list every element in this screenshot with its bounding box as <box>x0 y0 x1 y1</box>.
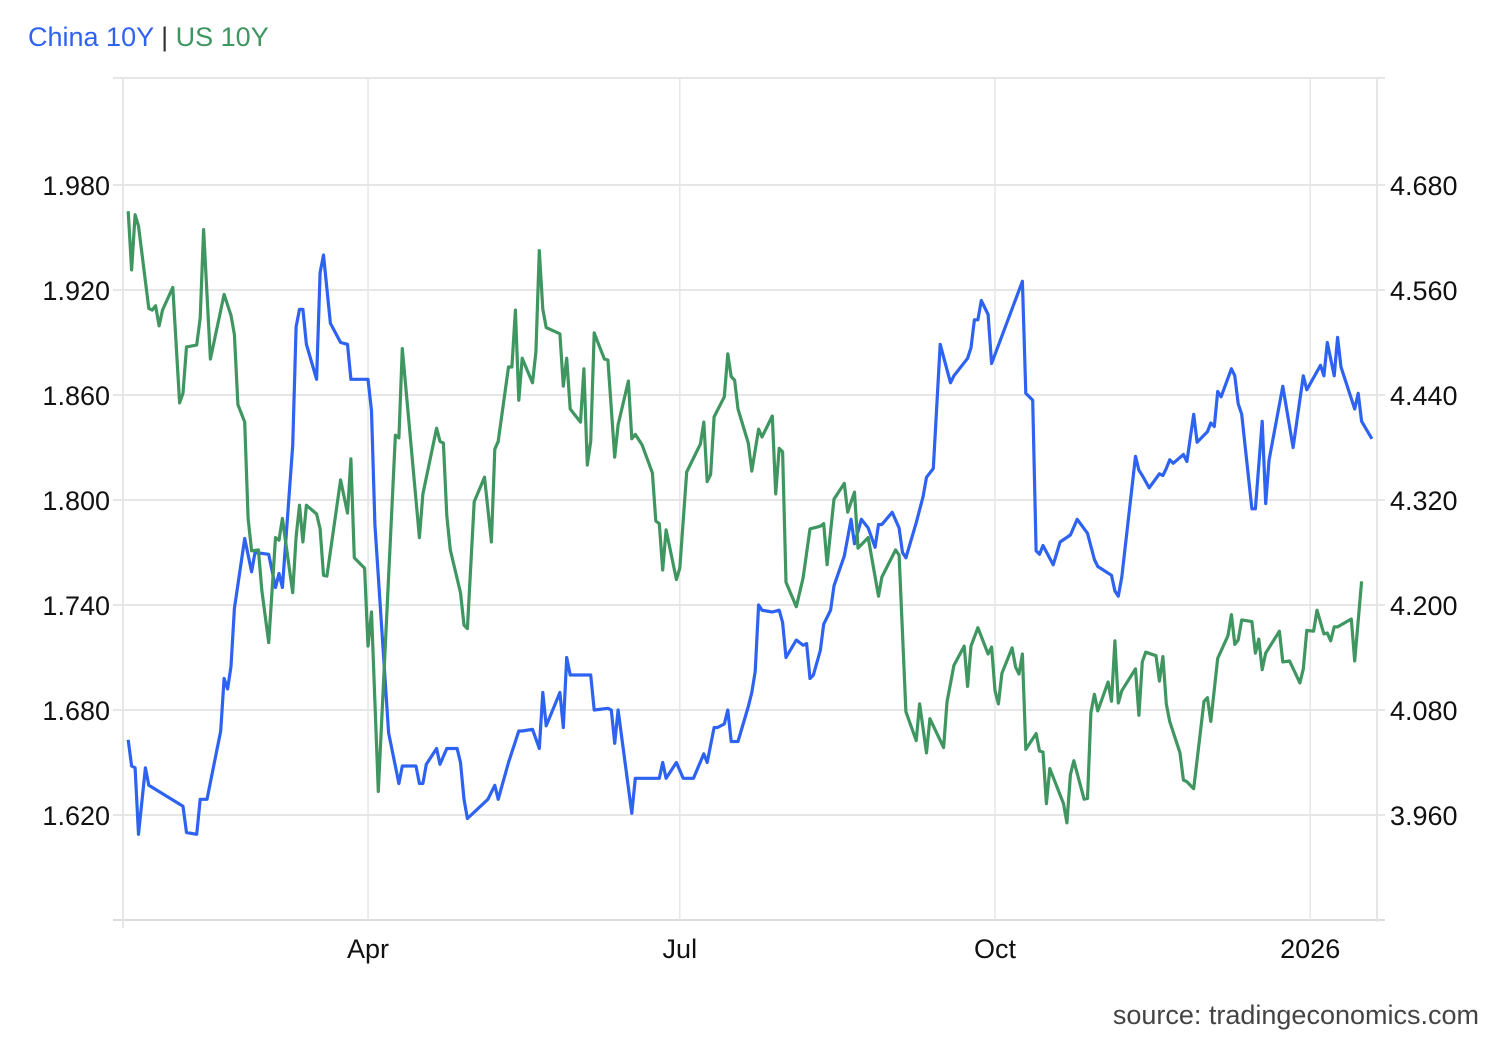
x-tick-label: 2026 <box>1280 934 1340 964</box>
y-left-tick-label: 1.740 <box>42 591 110 621</box>
x-axis-ticks: Apr Jul Oct 2026 <box>347 934 1340 964</box>
x-tick-label: Apr <box>347 934 389 964</box>
y-left-tick-label: 1.860 <box>42 381 110 411</box>
x-tick-label: Jul <box>663 934 698 964</box>
right-axis-ticks: 4.680 4.560 4.440 4.320 4.200 4.080 3.960 <box>1390 171 1458 831</box>
china-10y-line[interactable] <box>126 253 1374 836</box>
source-credit: source: tradingeconomics.com <box>1112 1000 1479 1030</box>
y-left-tick-label: 1.800 <box>42 486 110 516</box>
y-left-tick-label: 1.680 <box>42 696 110 726</box>
y-left-tick-label: 1.620 <box>42 801 110 831</box>
y-right-tick-label: 3.960 <box>1390 801 1458 831</box>
legend-china-10y[interactable]: China 10Y <box>28 22 154 52</box>
gridlines <box>113 77 1385 928</box>
left-axis-ticks: 1.980 1.920 1.860 1.800 1.740 1.680 1.620 <box>42 171 110 831</box>
legend-separator: | <box>161 22 169 52</box>
y-left-tick-label: 1.980 <box>42 171 110 201</box>
y-right-tick-label: 4.200 <box>1390 591 1458 621</box>
series-lines <box>126 211 1374 836</box>
y-right-tick-label: 4.320 <box>1390 486 1458 516</box>
y-right-tick-label: 4.440 <box>1390 381 1458 411</box>
chart-legend: China 10Y | US 10Y <box>28 22 269 53</box>
y-right-tick-label: 4.680 <box>1390 171 1458 201</box>
legend-us-10y[interactable]: US 10Y <box>175 22 269 52</box>
y-right-tick-label: 4.560 <box>1390 276 1458 306</box>
y-left-tick-label: 1.920 <box>42 276 110 306</box>
us-10y-line[interactable] <box>126 211 1364 825</box>
y-right-tick-label: 4.080 <box>1390 696 1458 726</box>
x-tick-label: Oct <box>974 934 1017 964</box>
